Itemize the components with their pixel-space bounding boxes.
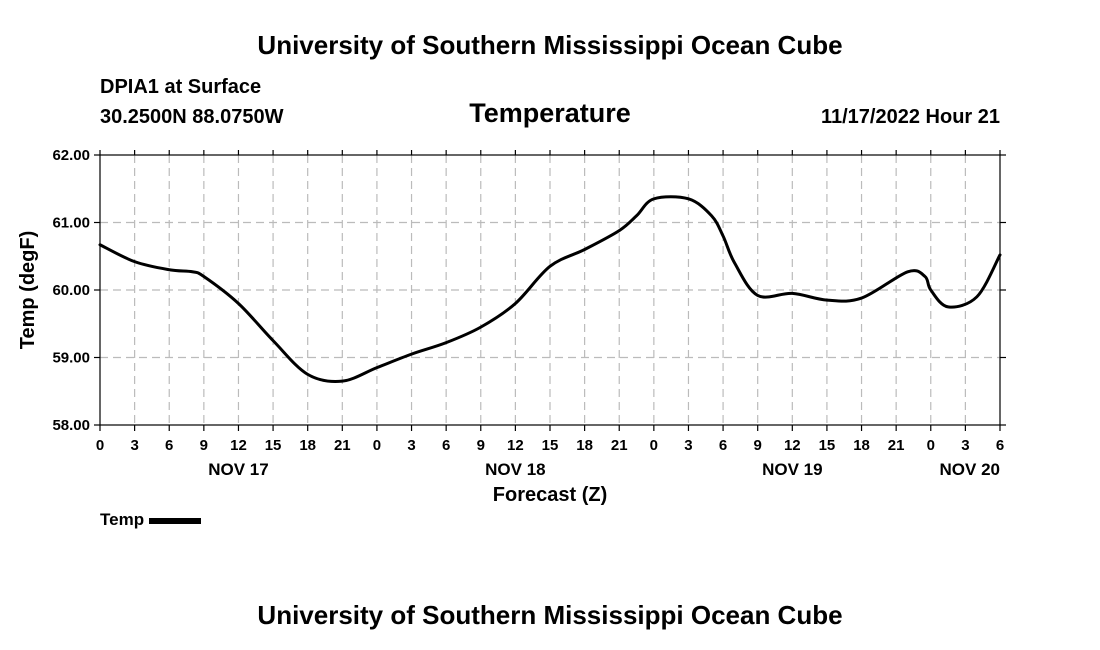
y-axis-label: Temp (degF): [17, 231, 39, 350]
x-tick-label: 15: [265, 437, 282, 454]
day-label: NOV 17: [208, 460, 268, 479]
top-title: University of Southern Mississippi Ocean…: [257, 30, 843, 60]
x-tick-label: 3: [130, 437, 138, 454]
x-tick-label: 21: [888, 437, 905, 454]
day-label: NOV 18: [485, 460, 545, 479]
x-tick-label: 0: [373, 437, 381, 454]
station-coords: 30.2500N 88.0750W: [100, 106, 284, 128]
y-tick-label: 59.00: [52, 350, 90, 367]
series-line-temp: [98, 195, 1002, 383]
label-layer: 58.00 59.00 60.00 61.00 62.00 0 3 6 9 12 15 18 21 0 3 6…: [52, 147, 1004, 479]
x-tick-label: 12: [507, 437, 524, 454]
x-tick-label: 18: [299, 437, 316, 454]
tick-layer: [94, 150, 1006, 431]
y-tick-label: 62.00: [52, 147, 90, 164]
legend-label: Temp: [100, 510, 145, 529]
x-tick-label: 9: [477, 437, 485, 454]
x-tick-label: 6: [165, 437, 173, 454]
forecast-datetime: 11/17/2022 Hour 21: [820, 106, 1000, 128]
station-label: DPIA1 at Surface: [100, 76, 262, 98]
x-tick-label: 6: [719, 437, 727, 454]
grid-layer: [100, 155, 1000, 425]
x-tick-label: 12: [230, 437, 247, 454]
day-label: NOV 20: [940, 460, 1000, 479]
legend-line-swatch: [148, 517, 201, 524]
x-tick-label: 3: [684, 437, 692, 454]
x-tick-label: 0: [927, 437, 935, 454]
x-axis-label: Forecast (Z): [493, 484, 607, 506]
y-tick-label: 60.00: [52, 282, 90, 299]
x-tick-label: 18: [853, 437, 870, 454]
x-tick-label: 3: [961, 437, 969, 454]
bottom-title: University of Southern Mississippi Ocean…: [257, 600, 843, 630]
x-tick-label: 0: [96, 437, 104, 454]
x-tick-label: 15: [819, 437, 836, 454]
x-tick-label: 15: [542, 437, 559, 454]
x-tick-label: 0: [650, 437, 658, 454]
x-tick-label: 12: [784, 437, 801, 454]
x-tick-label: 9: [200, 437, 208, 454]
x-tick-label: 21: [611, 437, 628, 454]
x-tick-label: 18: [576, 437, 593, 454]
legend: Temp: [100, 510, 201, 530]
x-tick-label: 6: [442, 437, 450, 454]
x-tick-label: 3: [407, 437, 415, 454]
chart-title: Temperature: [469, 98, 631, 128]
x-tick-label: 21: [334, 437, 351, 454]
day-label: NOV 19: [762, 460, 822, 479]
y-tick-label: 58.00: [52, 417, 90, 434]
y-tick-label: 61.00: [52, 215, 90, 232]
x-tick-label: 9: [754, 437, 762, 454]
x-tick-label: 6: [996, 437, 1004, 454]
